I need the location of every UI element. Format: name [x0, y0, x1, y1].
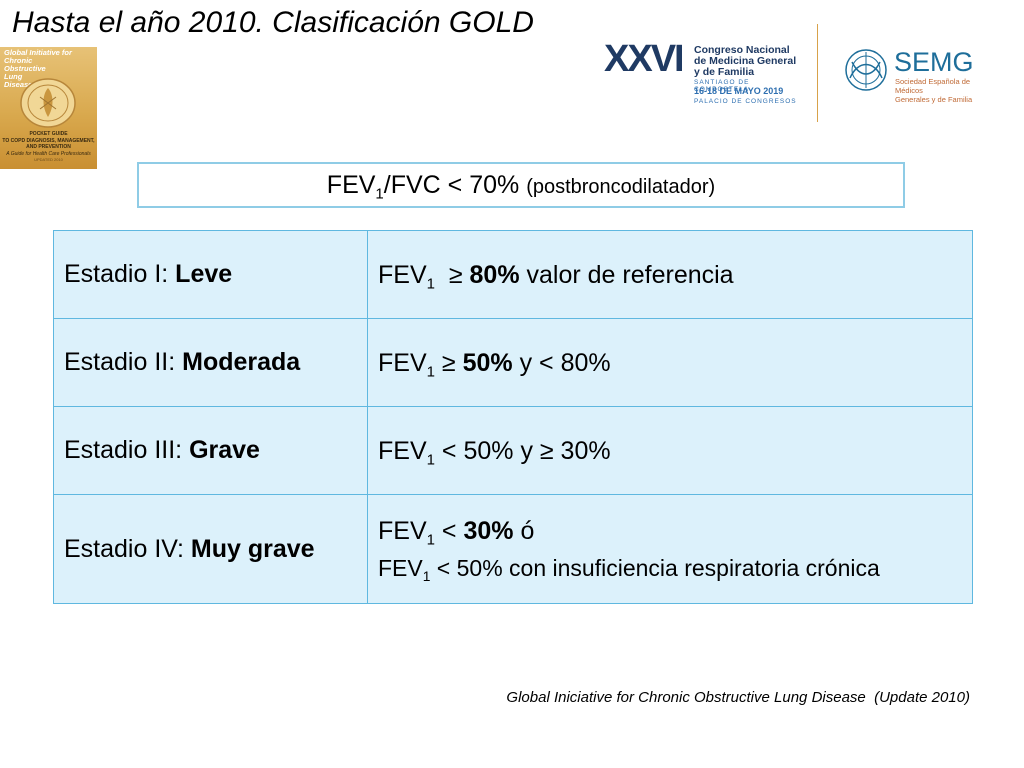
criterion-fev: FEV [378, 516, 427, 545]
source-footnote: Global Iniciative for Chronic Obstructiv… [506, 689, 970, 706]
stage-table: Estadio I: Leve FEV1 ≥ 80% valor de refe… [53, 230, 973, 604]
criterion-subscript: 1 [422, 568, 431, 584]
slide-title: Hasta el año 2010. Clasificación GOLD [12, 6, 534, 39]
congress-dates: 16-18 DE MAYO 2019 [694, 86, 784, 96]
congress-name-line: Congreso Nacional [694, 44, 790, 56]
criterion-fev: FEV [378, 260, 427, 289]
criterion-subscript: 1 [426, 530, 435, 548]
cover-subtitle: POCKET GUIDE TO COPD DIAGNOSIS, MANAGEME… [2, 131, 95, 157]
criterion-line: FEV1 ≥ 80% valor de referencia [378, 260, 972, 292]
cover-tagline: UPDATED 2010 [34, 157, 63, 162]
criterion-tail: valor de referencia [519, 260, 734, 289]
criteria-text: FEV1/FVC < 70% (postbroncodilatador) [326, 170, 716, 202]
stage-criterion-cell: FEV1 < 50% y ≥ 30% [367, 406, 973, 495]
congress-name-line: y de Familia [694, 66, 755, 78]
criterion-subscript: 1 [426, 274, 435, 292]
criteria-threshold: /FVC < 70% [383, 170, 527, 199]
gold-seal-icon [20, 78, 76, 128]
criteria-subscript: 1 [375, 184, 384, 202]
cover-subtitle-line: TO COPD DIAGNOSIS, MANAGEMENT, [2, 137, 95, 144]
criterion-tail: ó [513, 516, 535, 545]
stage-label: Estadio I: [64, 260, 176, 288]
stage-criterion-cell: FEV1 < 30% ó FEV1 < 50% con insuficienci… [367, 494, 973, 604]
stage-label-cell: Estadio III: Grave [53, 406, 368, 495]
stage-severity: Muy grave [190, 534, 315, 563]
criterion-bold-value: 30% [463, 516, 514, 545]
semg-subtitle: Sociedad Española de Médicos Generales y… [895, 77, 985, 104]
pocket-guide-cover: Global Initiative for Chronic Obstructiv… [0, 47, 97, 169]
table-row: Estadio II: Moderada FEV1 ≥ 50% y < 80% [53, 318, 973, 407]
semg-subtitle-line: Generales y de Familia [895, 95, 973, 104]
criterion-subscript: 1 [426, 362, 435, 380]
cover-subtitle-line: AND PREVENTION [26, 144, 71, 150]
stage-criterion-cell: FEV1 ≥ 50% y < 80% [367, 318, 973, 407]
logo-divider [817, 24, 818, 122]
cover-title-line: Disease [4, 80, 33, 89]
criterion-tail: y < 80% [512, 348, 611, 377]
diagnostic-criteria-box: FEV1/FVC < 70% (postbroncodilatador) [137, 162, 905, 208]
criterion-operator: < 50% con insuficiencia respiratoria cró… [430, 554, 880, 581]
criterion-fev: FEV [378, 436, 427, 465]
criterion-operator: < [434, 516, 464, 545]
semg-subtitle-line: Sociedad Española de Médicos [895, 77, 971, 95]
cover-subtitle-line: POCKET GUIDE [29, 131, 68, 137]
criterion-subscript: 1 [426, 450, 435, 468]
semg-emblem-icon [845, 49, 887, 91]
criteria-prefix: FEV [326, 170, 376, 199]
stage-label: Estadio II: [64, 348, 183, 376]
stage-label-cell: Estadio II: Moderada [53, 318, 368, 407]
stage-severity: Grave [189, 436, 260, 464]
criterion-bold-value: 80% [469, 260, 520, 289]
congress-logo: XXVI Congreso Nacional de Medicina Gener… [604, 24, 804, 105]
stage-label: Estadio IV: [64, 534, 191, 563]
criterion-bold-value: 50% [462, 348, 513, 377]
criterion-fev: FEV [378, 554, 423, 581]
semg-name: SEMG [894, 47, 974, 77]
congress-numeral: XXVI [604, 38, 685, 80]
cover-title-line: Lung [4, 72, 23, 81]
stage-criterion-cell: FEV1 ≥ 80% valor de referencia [367, 230, 973, 319]
cover-title-line: Global Initiative for Chronic [4, 48, 72, 65]
criterion-line: FEV1 < 30% ó [378, 516, 972, 548]
congress-venue: PALACIO DE CONGRESOS [694, 98, 797, 105]
stage-severity: Leve [175, 260, 233, 288]
congress-name: Congreso Nacional de Medicina General y … [694, 45, 804, 78]
criteria-note: (postbroncodilatador) [526, 175, 716, 198]
table-row: Estadio I: Leve FEV1 ≥ 80% valor de refe… [53, 230, 973, 319]
criterion-line: FEV1 < 50% con insuficiencia respiratori… [378, 553, 972, 583]
stage-label-cell: Estadio I: Leve [53, 230, 368, 319]
criterion-operator: ≥ [434, 260, 470, 289]
criterion-operator: ≥ [434, 348, 463, 377]
cover-title: Global Initiative for Chronic Obstructiv… [4, 49, 96, 89]
stage-severity: Moderada [182, 348, 301, 376]
congress-name-line: de Medicina General [694, 55, 797, 67]
table-row: Estadio IV: Muy grave FEV1 < 30% ó FEV1 … [53, 494, 973, 604]
stage-label: Estadio III: [64, 436, 190, 464]
cover-title-line: Obstructive [4, 64, 46, 73]
table-row: Estadio III: Grave FEV1 < 50% y ≥ 30% [53, 406, 973, 495]
congress-location: SANTIAGO DE COMPOSTELA [694, 79, 750, 93]
criterion-line: FEV1 ≥ 50% y < 80% [378, 348, 972, 380]
criterion-fev: FEV [378, 348, 427, 377]
cover-subtitle-line: A Guide for Health Care Professionals [6, 150, 91, 157]
criterion-line: FEV1 < 50% y ≥ 30% [378, 436, 972, 468]
criterion-operator: < 50% y ≥ 30% [434, 436, 611, 465]
stage-label-cell: Estadio IV: Muy grave [53, 494, 368, 604]
